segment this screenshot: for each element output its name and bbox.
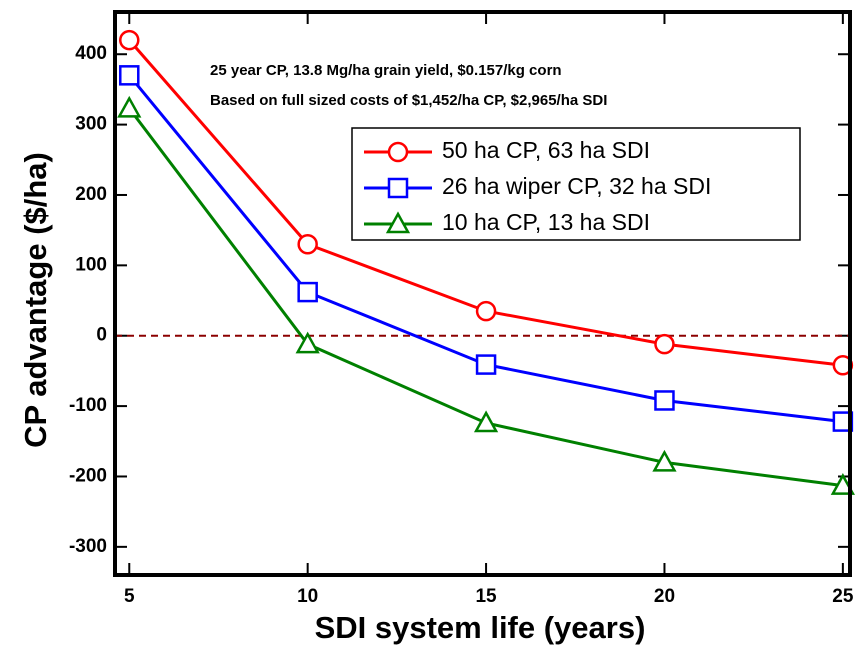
y-tick-label: -200 (69, 465, 107, 486)
marker (475, 354, 497, 375)
marker (117, 95, 142, 118)
y-tick-label: 100 (75, 254, 107, 275)
marker (119, 65, 140, 86)
plot-frame (113, 10, 852, 577)
marker (652, 449, 677, 472)
y-tick-label: -300 (69, 536, 107, 557)
annotation: Based on full sized costs of $1,452/ha C… (210, 92, 607, 109)
y-tick-label: 200 (75, 184, 107, 205)
legend-box (351, 127, 801, 241)
y-tick-label: 300 (75, 114, 107, 135)
x-tick-label: 20 (654, 586, 675, 607)
marker (297, 281, 318, 303)
x-tick-label: 5 (124, 586, 135, 607)
x-tick-label: 15 (475, 586, 497, 607)
annotation: 25 year CP, 13.8 Mg/ha grain yield, $0.1… (210, 62, 562, 79)
legend-marker (387, 177, 409, 199)
marker (654, 390, 675, 411)
legend-label: 26 ha wiper CP, 32 ha SDI (442, 173, 711, 199)
x-tick-label: 25 (832, 586, 854, 607)
marker (119, 29, 140, 51)
legend-marker (387, 141, 409, 163)
legend-label: 50 ha CP, 63 ha SDI (442, 137, 650, 163)
marker (473, 410, 499, 433)
legend-label: 10 ha CP, 13 ha SDI (442, 209, 650, 235)
marker (295, 331, 320, 354)
marker (654, 333, 675, 355)
y-tick-label: 0 (96, 325, 107, 346)
marker (297, 233, 318, 255)
x-tick-label: 10 (297, 586, 318, 607)
y-tick-label: 400 (75, 43, 107, 64)
marker (475, 300, 497, 322)
y-axis-label: CP advantage ($/ha) (18, 152, 53, 448)
marker (830, 473, 855, 495)
legend-marker (385, 211, 411, 234)
x-axis-label: SDI system life (years) (315, 610, 646, 645)
y-tick-label: -100 (69, 395, 107, 416)
